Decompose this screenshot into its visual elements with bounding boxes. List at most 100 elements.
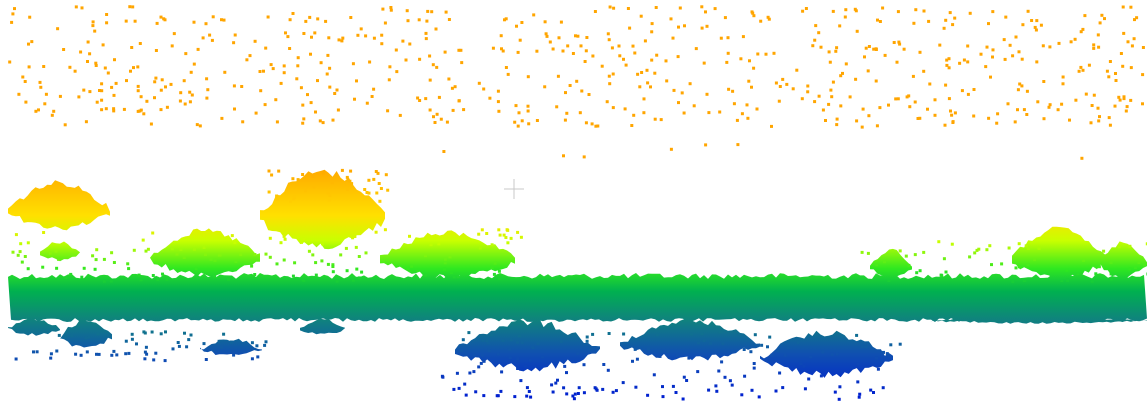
point: [517, 51, 520, 54]
point: [707, 389, 710, 392]
point: [280, 82, 283, 85]
point: [327, 263, 330, 266]
point: [601, 388, 604, 391]
point: [961, 89, 964, 92]
point: [633, 52, 636, 55]
point: [987, 117, 990, 120]
point: [264, 47, 267, 50]
point: [718, 111, 721, 114]
point: [622, 381, 625, 384]
point: [585, 49, 588, 52]
point: [284, 31, 287, 34]
point: [949, 110, 952, 113]
point: [928, 83, 931, 86]
point: [532, 13, 535, 16]
point: [1109, 124, 1112, 127]
point: [564, 119, 567, 122]
point: [429, 109, 432, 112]
point: [800, 362, 803, 365]
point: [856, 380, 859, 383]
point: [753, 367, 756, 370]
point: [491, 243, 494, 246]
point: [1040, 24, 1043, 27]
point: [991, 56, 994, 59]
point: [914, 101, 917, 104]
point: [153, 80, 156, 83]
point: [504, 236, 507, 239]
point: [527, 105, 530, 108]
point: [425, 20, 428, 23]
point: [714, 384, 717, 387]
point: [1128, 245, 1131, 248]
point: [212, 15, 215, 18]
point: [655, 54, 658, 57]
point: [889, 343, 892, 346]
point: [49, 357, 52, 360]
point: [86, 350, 89, 353]
point: [706, 93, 709, 96]
point: [424, 97, 427, 100]
point: [164, 85, 167, 88]
point: [659, 355, 662, 358]
point: [302, 117, 305, 120]
point: [881, 7, 884, 10]
point: [749, 350, 752, 353]
point: [15, 358, 18, 361]
point: [515, 25, 518, 28]
point: [634, 348, 637, 351]
point: [37, 108, 40, 111]
point: [183, 332, 186, 335]
point: [424, 274, 427, 277]
point: [627, 7, 630, 10]
point: [665, 59, 668, 62]
point: [898, 269, 901, 272]
point: [142, 330, 145, 333]
point: [865, 345, 868, 348]
point: [746, 117, 749, 120]
point: [1085, 93, 1088, 96]
point: [836, 352, 839, 355]
point: [898, 43, 901, 46]
point: [579, 111, 582, 114]
point: [189, 100, 192, 103]
point: [638, 85, 641, 88]
point: [1027, 10, 1030, 13]
point: [502, 339, 505, 342]
point: [1008, 247, 1011, 250]
point: [345, 247, 348, 250]
point: [138, 274, 141, 277]
point: [1004, 58, 1007, 61]
point: [751, 12, 754, 15]
point: [612, 7, 615, 10]
point: [363, 188, 366, 191]
point: [472, 370, 475, 373]
point: [301, 104, 304, 107]
point: [15, 233, 18, 236]
point: [839, 104, 842, 107]
point: [102, 43, 105, 46]
point: [100, 82, 103, 85]
point: [612, 73, 615, 76]
point: [485, 232, 488, 235]
point: [543, 85, 546, 88]
point: [1011, 280, 1014, 283]
point: [113, 261, 116, 264]
point: [405, 59, 408, 62]
point: [518, 111, 521, 114]
point: [622, 333, 625, 336]
point: [308, 250, 311, 253]
point: [558, 36, 561, 39]
point: [752, 67, 755, 70]
point: [670, 148, 673, 151]
point: [690, 332, 693, 335]
point: [100, 89, 103, 92]
point: [832, 81, 835, 84]
point: [251, 341, 254, 344]
point: [262, 70, 265, 73]
point: [631, 360, 634, 363]
point: [513, 395, 516, 398]
point: [703, 62, 706, 65]
point: [331, 265, 334, 268]
point: [516, 231, 519, 234]
point: [59, 95, 62, 98]
